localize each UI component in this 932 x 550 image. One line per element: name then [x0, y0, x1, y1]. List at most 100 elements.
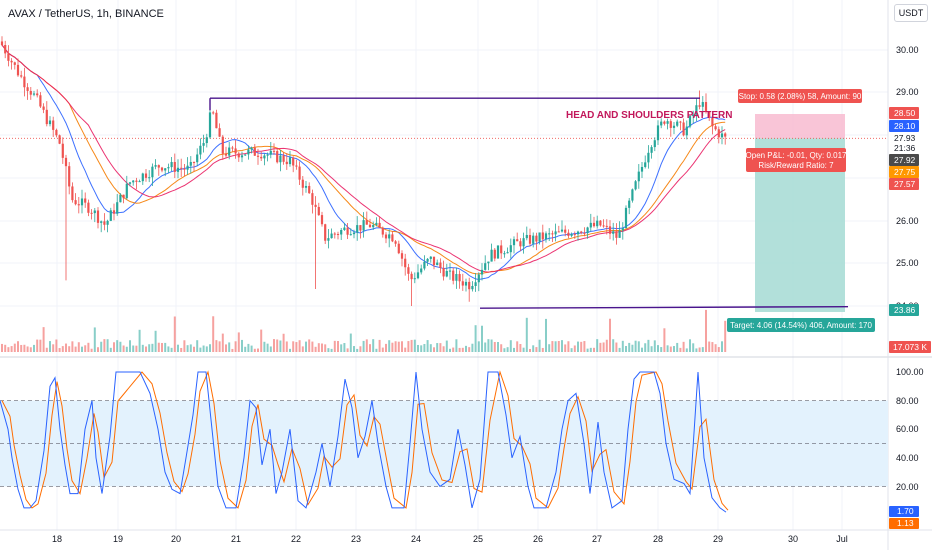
volume-bar	[154, 330, 157, 352]
candle-body	[276, 151, 279, 163]
candle-body	[423, 261, 426, 269]
candle-body	[519, 241, 522, 247]
candle-body	[0, 41, 4, 45]
volume-bar	[433, 347, 435, 352]
volume-bar	[452, 347, 455, 352]
volume-bar	[449, 348, 451, 352]
candle-body	[692, 114, 695, 117]
candle-body	[292, 157, 295, 166]
volume-bar	[490, 339, 493, 352]
open-pnl-box	[746, 148, 846, 172]
candle-body	[631, 189, 634, 201]
volume-bar	[113, 342, 115, 352]
volume-bar	[71, 341, 74, 352]
candle-body	[404, 258, 407, 268]
volume-bar	[266, 343, 269, 352]
stoch-tick-label: 20.00	[896, 482, 919, 492]
volume-bar	[529, 348, 531, 352]
volume-bar	[250, 345, 253, 352]
volume-bar	[39, 339, 42, 352]
time-tick-label: 18	[52, 534, 62, 544]
candle-body	[237, 153, 240, 158]
candle-body	[52, 120, 55, 130]
candle-body	[669, 121, 672, 128]
candle-body	[583, 232, 586, 234]
candle-body	[10, 60, 13, 63]
volume-bar	[538, 339, 541, 352]
volume-bar	[212, 316, 215, 352]
candle-body	[164, 168, 167, 171]
volume-bar	[205, 346, 208, 352]
volume-bar	[292, 341, 295, 352]
candle-body	[349, 234, 352, 236]
candle-body	[416, 272, 420, 279]
candle-body	[724, 133, 727, 137]
candle-body	[39, 95, 42, 107]
candle-body	[503, 253, 506, 255]
volume-bar	[119, 341, 122, 352]
candle-body	[340, 230, 343, 235]
candle-body	[708, 111, 711, 118]
candle-body	[42, 106, 45, 110]
candle-body	[714, 126, 717, 130]
volume-bar	[193, 346, 195, 352]
volume-bar	[532, 345, 535, 352]
volume-bar	[353, 346, 355, 352]
volume-tag: 17.073 K	[893, 342, 927, 352]
volume-bar	[692, 343, 695, 352]
volume-bar	[388, 340, 391, 352]
price-tag: 27.75	[894, 167, 916, 177]
volume-bar	[49, 341, 51, 352]
volume-bar	[132, 345, 135, 352]
candle-body	[308, 185, 311, 194]
target-label-box	[727, 318, 875, 332]
volume-bar	[100, 341, 103, 352]
candle-body	[439, 262, 442, 268]
candle-body	[20, 75, 23, 77]
volume-bar	[327, 348, 330, 352]
volume-bar	[225, 344, 227, 352]
volume-bar	[577, 341, 579, 352]
stop-label-group: Stop: 0.58 (2.08%) 58, Amount: 90	[738, 89, 862, 103]
volume-bar	[237, 332, 240, 352]
volume-bar	[554, 341, 557, 352]
stoch-k-tag-box	[889, 506, 919, 517]
volume-bar	[247, 343, 250, 352]
volume-bar	[705, 309, 707, 352]
candle-body	[672, 125, 676, 128]
volume-bar	[343, 343, 346, 352]
volume-bar	[189, 344, 192, 352]
volume-bar	[289, 348, 291, 352]
volume-bar	[61, 346, 64, 352]
candle-body	[234, 148, 237, 154]
volume-bar	[669, 346, 672, 352]
candle-body	[71, 186, 74, 201]
candle-body	[199, 145, 202, 155]
volume-bar	[141, 344, 144, 352]
candle-body	[356, 225, 359, 233]
candle-body	[522, 238, 525, 247]
volume-bar	[503, 348, 506, 352]
price-tag: 23.86	[894, 305, 916, 315]
candle-body	[413, 278, 416, 280]
volume-bar	[653, 340, 656, 352]
candle-body	[196, 154, 199, 163]
volume-bar	[641, 347, 643, 352]
price-tag-box	[889, 154, 919, 166]
currency-button[interactable]: USDT	[894, 4, 928, 22]
symbol-title: AVAX / TetherUS, 1h, BINANCE	[8, 8, 164, 20]
candle-body	[58, 135, 61, 144]
volume-bar	[557, 341, 560, 352]
volume-bar	[164, 342, 167, 352]
volume-bar	[551, 341, 554, 352]
volume-bar	[13, 343, 16, 352]
volume-bar	[378, 339, 381, 352]
price-tick-label: 29.00	[896, 87, 919, 97]
candle-body	[557, 231, 560, 233]
candle-body	[663, 121, 666, 124]
candle-body	[701, 102, 704, 107]
volume-bar	[1, 343, 3, 352]
volume-bar	[420, 345, 423, 352]
candle-body	[304, 185, 308, 188]
ma-slow-line	[1, 44, 726, 273]
